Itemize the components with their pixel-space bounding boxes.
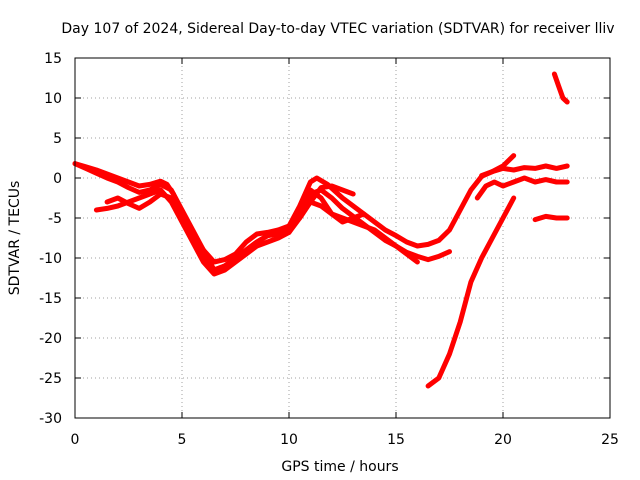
y-tick-label: -10 — [39, 251, 62, 267]
series-trace-6 — [479, 163, 570, 179]
y-tick-label: 5 — [53, 131, 62, 147]
x-tick-label: 20 — [494, 432, 512, 448]
y-tick-label: -20 — [39, 331, 62, 347]
y-tick-label: -15 — [39, 291, 62, 307]
x-tick-label: 15 — [387, 432, 405, 448]
y-tick-label: -5 — [48, 211, 62, 227]
x-tick-label: 10 — [280, 432, 298, 448]
y-tick-label: 15 — [44, 51, 62, 67]
series-trace-4 — [104, 187, 367, 273]
chart-title: Day 107 of 2024, Sidereal Day-to-day VTE… — [61, 21, 614, 37]
x-tick-label: 25 — [601, 432, 619, 448]
series-trace-8 — [532, 213, 570, 223]
series-trace-5 — [297, 183, 356, 221]
plot-frame — [74, 57, 611, 419]
x-axis-label: GPS time / hours — [281, 459, 398, 475]
y-tick-label: -30 — [39, 411, 62, 427]
series-trace-9 — [425, 195, 517, 389]
y-tick-label: 10 — [44, 91, 62, 107]
y-tick-labels: 15 10 5 0 -5 -10 -15 -20 -25 -30 — [39, 51, 62, 427]
series-trace-7 — [474, 175, 570, 201]
series-trace-10 — [551, 71, 570, 105]
y-axis-label: SDTVAR / TECUs — [7, 181, 23, 296]
x-tick-labels: 0 5 10 15 20 25 — [71, 432, 619, 448]
y-tick-label: 0 — [53, 171, 62, 187]
x-tick-label: 0 — [71, 432, 80, 448]
x-tick-label: 5 — [178, 432, 187, 448]
series-trace-3 — [93, 187, 420, 277]
series-layer — [72, 71, 570, 389]
y-tick-label: -25 — [39, 371, 62, 387]
ticks — [74, 57, 611, 419]
